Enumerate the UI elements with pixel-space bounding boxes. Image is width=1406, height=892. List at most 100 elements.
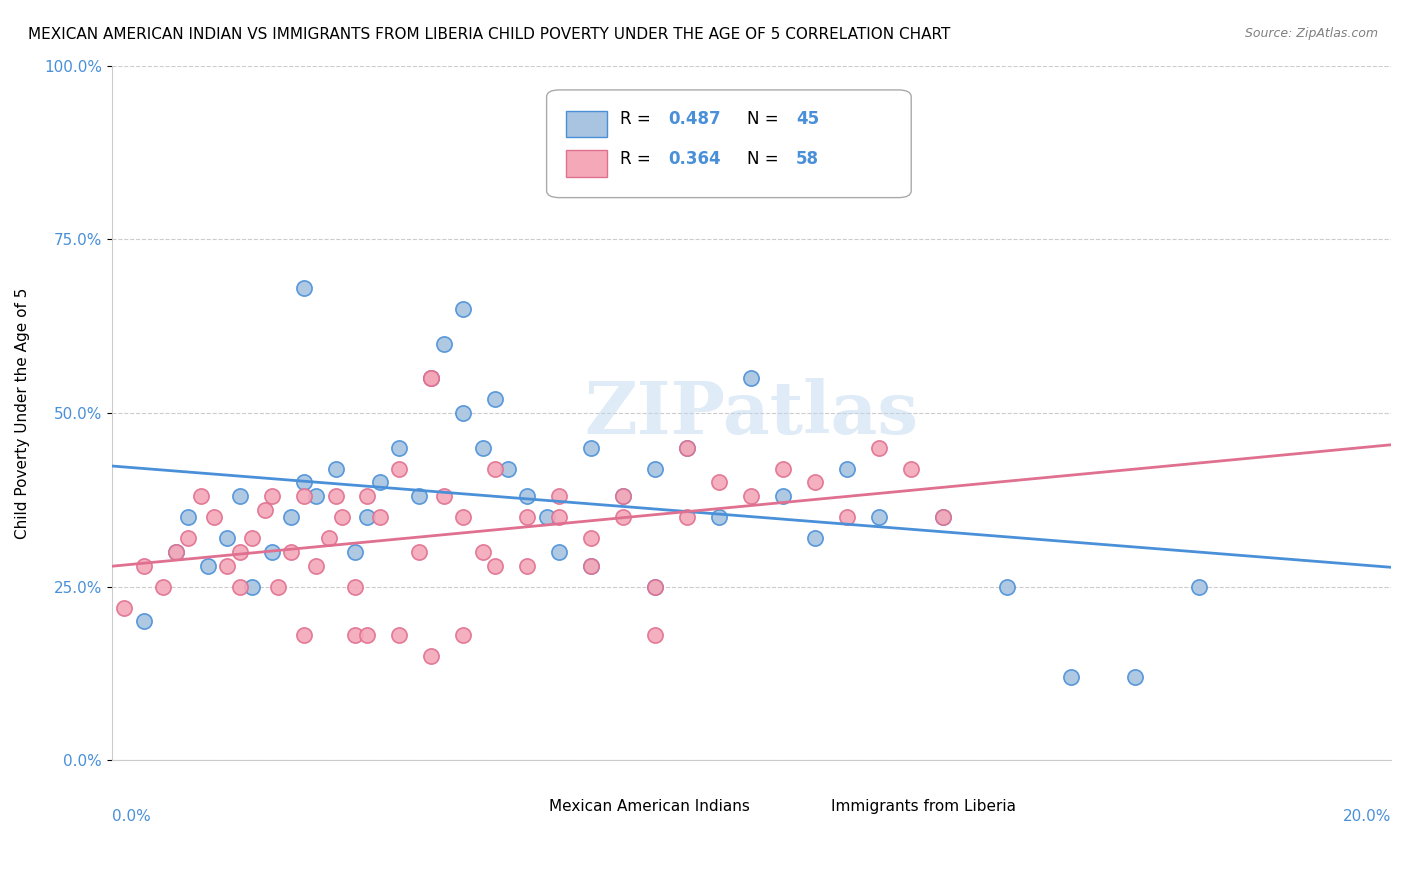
Point xyxy=(740,489,762,503)
Point xyxy=(368,510,391,524)
Point xyxy=(132,558,155,573)
Point xyxy=(453,301,475,316)
Point xyxy=(368,475,391,490)
Point xyxy=(581,441,603,455)
Point xyxy=(254,503,277,517)
Point xyxy=(356,489,378,503)
Point xyxy=(932,510,955,524)
Text: 0.487: 0.487 xyxy=(668,110,721,128)
Point xyxy=(318,531,340,545)
Point xyxy=(420,371,443,385)
Point xyxy=(676,441,699,455)
Point xyxy=(325,489,347,503)
Point xyxy=(548,510,571,524)
Point xyxy=(496,461,519,475)
Point xyxy=(709,475,731,490)
Point xyxy=(388,628,411,642)
Point xyxy=(995,580,1018,594)
Point xyxy=(612,510,634,524)
Text: N =: N = xyxy=(748,150,785,168)
Point xyxy=(837,510,859,524)
Point xyxy=(260,489,283,503)
Point xyxy=(190,489,212,503)
Point xyxy=(388,461,411,475)
Point xyxy=(228,489,250,503)
Point xyxy=(868,510,890,524)
Point xyxy=(305,489,328,503)
Point xyxy=(152,580,174,594)
Point xyxy=(132,615,155,629)
Point xyxy=(837,461,859,475)
Point xyxy=(932,510,955,524)
Point xyxy=(453,628,475,642)
Point xyxy=(516,510,538,524)
Point xyxy=(900,461,922,475)
Point xyxy=(330,510,353,524)
Point xyxy=(292,628,315,642)
Point xyxy=(453,406,475,420)
Point xyxy=(1123,670,1146,684)
Point xyxy=(420,371,443,385)
Point xyxy=(267,580,290,594)
Point xyxy=(388,441,411,455)
Text: 58: 58 xyxy=(796,150,820,168)
Point xyxy=(471,441,494,455)
Point xyxy=(644,580,666,594)
Point xyxy=(536,510,558,524)
Text: N =: N = xyxy=(748,110,785,128)
Point xyxy=(197,558,219,573)
Point xyxy=(1188,580,1211,594)
FancyBboxPatch shape xyxy=(778,795,818,820)
Point xyxy=(676,510,699,524)
Text: 0.0%: 0.0% xyxy=(111,809,150,824)
Point xyxy=(280,545,302,559)
Point xyxy=(202,510,225,524)
Point xyxy=(644,461,666,475)
Point xyxy=(420,649,443,664)
FancyBboxPatch shape xyxy=(565,111,607,137)
Point xyxy=(280,510,302,524)
Point xyxy=(292,475,315,490)
Point xyxy=(240,531,263,545)
Point xyxy=(548,489,571,503)
Point xyxy=(343,580,366,594)
Point xyxy=(516,558,538,573)
Point xyxy=(433,336,456,351)
Point xyxy=(215,558,238,573)
Text: 20.0%: 20.0% xyxy=(1343,809,1391,824)
Point xyxy=(343,545,366,559)
Point xyxy=(305,558,328,573)
FancyBboxPatch shape xyxy=(495,795,536,820)
Point xyxy=(581,558,603,573)
Point xyxy=(644,580,666,594)
Point xyxy=(343,628,366,642)
Point xyxy=(433,489,456,503)
Point xyxy=(325,461,347,475)
Point xyxy=(356,628,378,642)
FancyBboxPatch shape xyxy=(547,90,911,198)
Point xyxy=(581,531,603,545)
Point xyxy=(453,510,475,524)
Point xyxy=(228,580,250,594)
Point xyxy=(484,558,506,573)
Point xyxy=(228,545,250,559)
Point xyxy=(292,281,315,295)
Text: R =: R = xyxy=(620,150,655,168)
Point xyxy=(356,510,378,524)
Point xyxy=(240,580,263,594)
Text: MEXICAN AMERICAN INDIAN VS IMMIGRANTS FROM LIBERIA CHILD POVERTY UNDER THE AGE O: MEXICAN AMERICAN INDIAN VS IMMIGRANTS FR… xyxy=(28,27,950,42)
Point xyxy=(709,510,731,524)
Text: Source: ZipAtlas.com: Source: ZipAtlas.com xyxy=(1244,27,1378,40)
Point xyxy=(516,489,538,503)
Point xyxy=(772,489,794,503)
Text: 0.364: 0.364 xyxy=(668,150,721,168)
Point xyxy=(165,545,187,559)
Point xyxy=(644,628,666,642)
Point xyxy=(215,531,238,545)
Point xyxy=(177,531,200,545)
Point xyxy=(484,461,506,475)
Text: Mexican American Indians: Mexican American Indians xyxy=(550,799,749,814)
Point xyxy=(868,441,890,455)
Point xyxy=(165,545,187,559)
Point xyxy=(112,600,135,615)
